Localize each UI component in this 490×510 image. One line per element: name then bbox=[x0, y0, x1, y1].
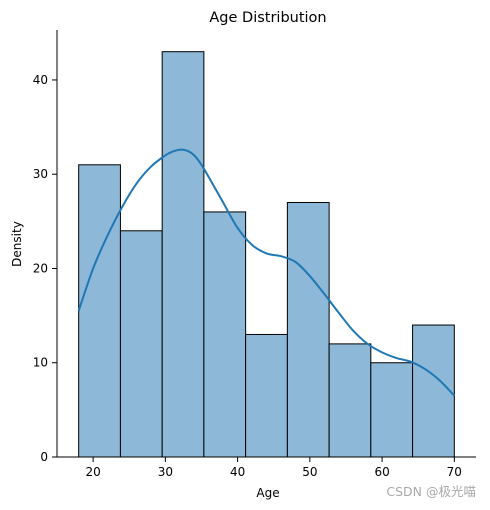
x-tick-label: 40 bbox=[230, 465, 245, 479]
x-axis-label: Age bbox=[256, 486, 279, 500]
histogram-bar bbox=[370, 362, 414, 458]
kde-curve bbox=[77, 148, 456, 397]
histogram-bar bbox=[286, 201, 330, 458]
histogram-bar bbox=[119, 230, 163, 458]
histogram-bar bbox=[161, 51, 205, 458]
y-tick-label: 10 bbox=[33, 356, 48, 370]
histogram-bar bbox=[328, 343, 372, 458]
x-tick-label: 60 bbox=[374, 465, 389, 479]
histogram-bar bbox=[412, 324, 455, 458]
y-axis-label: Density bbox=[10, 221, 24, 267]
histogram-bar bbox=[78, 164, 121, 458]
bars-layer bbox=[78, 51, 455, 458]
y-tick-label: 40 bbox=[33, 73, 48, 87]
y-tick-label: 20 bbox=[33, 261, 48, 275]
x-tick-label: 50 bbox=[302, 465, 317, 479]
y-tick-label: 0 bbox=[40, 450, 48, 464]
y-tick-label: 30 bbox=[33, 167, 48, 181]
histogram-bar bbox=[203, 211, 247, 458]
watermark: CSDN @极光喵 bbox=[386, 484, 476, 499]
x-tick-label: 30 bbox=[158, 465, 173, 479]
x-tick-label: 70 bbox=[447, 465, 462, 479]
x-tick-label: 20 bbox=[85, 465, 100, 479]
y-ticks: 0 10 20 30 40 bbox=[33, 73, 57, 464]
x-ticks: 20 30 40 50 60 70 bbox=[85, 457, 462, 479]
histogram-bar bbox=[245, 333, 288, 458]
chart-title: Age Distribution bbox=[209, 10, 326, 26]
